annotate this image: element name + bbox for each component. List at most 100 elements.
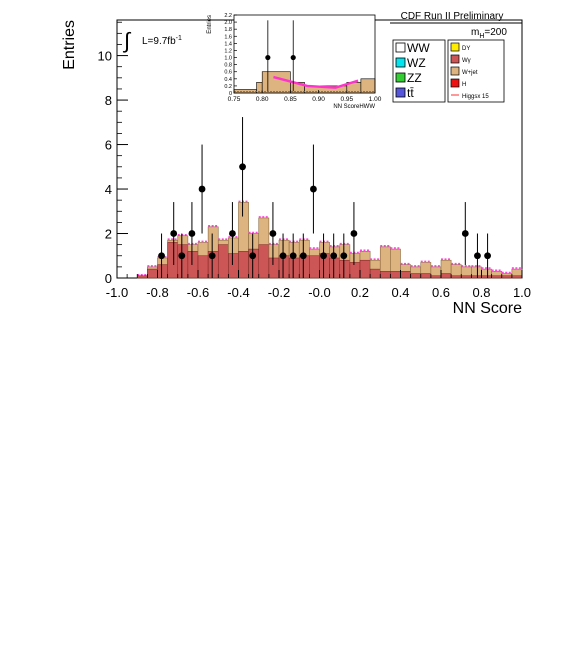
data-point <box>310 185 317 193</box>
wgamma-bar <box>177 244 189 279</box>
legend-label: DY <box>462 46 470 52</box>
x-tick-label: 0.2 <box>351 285 369 300</box>
y-tick-label: 10 <box>98 49 112 64</box>
inset-y-tick-label: 0.8 <box>224 63 232 69</box>
data-point <box>340 252 348 260</box>
x-tick-label: 0.4 <box>391 285 409 300</box>
inset-x-tick-label: 0.75 <box>228 96 241 103</box>
legend-label: Higgsx 15 <box>462 94 489 100</box>
x-tick-label: -0.0 <box>308 285 330 300</box>
inset-x-tick-label: 0.90 <box>312 96 325 103</box>
data-point <box>269 230 277 237</box>
inset-y-axis-title: Entries <box>207 15 213 34</box>
inset-x-tick-label: 0.85 <box>284 96 297 103</box>
wgamma-bar <box>218 244 229 279</box>
inset-data-point <box>290 54 296 61</box>
main-axes: -1.0 -0.8 -0.6 -0.4 -0.2 -0.0 0.2 0.4 0.6 0.8 1.00… <box>98 21 531 300</box>
main-histogram <box>136 200 523 279</box>
data-point <box>330 252 338 260</box>
inset-y-tick-label: 1.2 <box>224 48 232 54</box>
inset-background-bar <box>360 78 376 94</box>
wgamma-bar <box>309 255 320 279</box>
x-tick-label: 0.6 <box>432 285 450 300</box>
y-tick-label: 2 <box>105 227 112 242</box>
data-point <box>249 252 257 260</box>
legend-swatch <box>450 78 460 88</box>
wgamma-bar <box>440 273 452 279</box>
data-point <box>279 252 287 260</box>
y-tick-label: 6 <box>105 138 112 153</box>
wgamma-bar <box>238 251 249 279</box>
wgamma-bar <box>359 259 371 279</box>
inset-y-tick-label: 0.2 <box>224 84 232 90</box>
wgamma-bar <box>501 275 513 279</box>
inset-frame <box>233 14 376 94</box>
inset-x-tick-label: 0.95 <box>340 96 353 103</box>
wgamma-bar <box>461 275 472 279</box>
data-point <box>239 163 246 171</box>
legend-label: WZ <box>407 56 426 70</box>
wgamma-bar <box>187 251 199 279</box>
main-data-points <box>158 117 491 278</box>
wgamma-bar <box>157 264 168 279</box>
legend-swatch <box>450 54 460 64</box>
data-point <box>320 252 327 260</box>
luminosity-text: L=9.7fb-1 <box>142 35 182 47</box>
higgs-mass-label: mH=200 <box>471 27 507 40</box>
data-point <box>208 252 216 260</box>
inset-x-axis-title: NN ScoreHWW <box>333 104 375 110</box>
inset-y-tick-label: 1.8 <box>224 27 232 33</box>
legend-label: W+jet <box>462 70 478 76</box>
data-point <box>188 230 196 237</box>
wgamma-bar <box>390 271 401 279</box>
wgamma-bar <box>349 262 361 279</box>
data-point <box>198 185 206 193</box>
wgamma-bar <box>369 268 381 279</box>
inset-y-tick-label: 0 <box>229 91 232 97</box>
x-tick-label: -0.4 <box>227 285 249 300</box>
wgamma-bar <box>511 275 523 279</box>
data-point <box>289 252 297 260</box>
inset-y-tick-label: 1.4 <box>224 41 232 47</box>
x-tick-label: 1.0 <box>513 285 531 300</box>
wgamma-bar <box>450 275 462 279</box>
inset-x-tick-label: 0.80 <box>256 96 269 103</box>
wgamma-bar <box>258 244 270 279</box>
legend-label: tt̄ <box>407 86 414 100</box>
data-point <box>178 252 186 260</box>
wgamma-bar <box>420 273 432 279</box>
legend-swatch <box>395 57 406 68</box>
wgamma-bar <box>147 268 158 279</box>
inset-x-tick-label: 1.00 <box>369 96 382 103</box>
x-tick-label: -0.2 <box>268 285 290 300</box>
wgamma-bar <box>491 275 502 279</box>
x-tick-label: -1.0 <box>106 285 128 300</box>
y-tick-label: 0 <box>105 271 112 286</box>
wgamma-bar <box>410 273 421 279</box>
data-point <box>170 230 178 237</box>
wgamma-bar <box>278 255 290 279</box>
data-point <box>461 230 469 237</box>
inset-y-tick-label: 2.2 <box>224 13 232 19</box>
wgamma-bar <box>430 275 442 279</box>
data-point <box>350 230 358 237</box>
x-tick-label: -0.6 <box>187 285 209 300</box>
inset-background-bar <box>261 71 291 94</box>
wgamma-bar <box>288 257 300 279</box>
data-point <box>484 252 491 260</box>
x-axis-title: NN Score <box>453 300 522 317</box>
wgamma-bar <box>481 275 492 279</box>
data-point <box>158 252 165 260</box>
inset-y-tick-label: 1.6 <box>224 34 232 40</box>
inset-higgs-curve <box>273 75 359 89</box>
legend-label: H <box>462 82 466 88</box>
integral-sign: ∫ <box>122 28 132 53</box>
inset-y-tick-label: 0.6 <box>224 70 232 76</box>
inset-y-tick-label: 1.0 <box>224 56 232 62</box>
inset-y-tick-label: 2.0 <box>224 20 232 26</box>
luminosity-label: ∫ L=9.7fb-1 <box>122 28 182 53</box>
wgamma-bar <box>339 259 351 279</box>
inset-axes: 0.75 0.80 0.85 0.90 0.95 1.00 00.20.40.60.81.0… <box>224 13 381 103</box>
legend-swatch <box>450 66 460 76</box>
